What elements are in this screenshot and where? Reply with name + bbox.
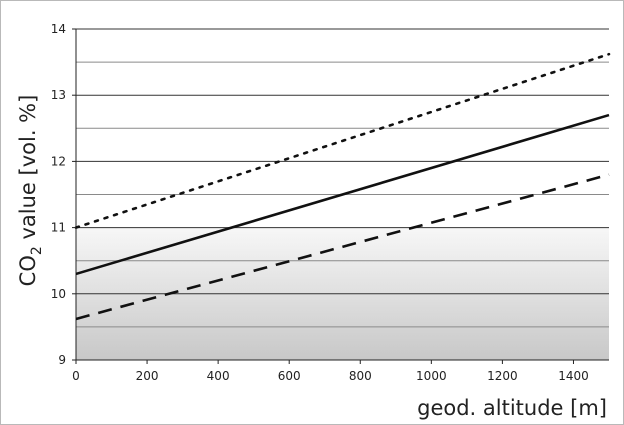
y-title-prefix: CO (16, 255, 40, 286)
x-tick-label: 1200 (487, 369, 518, 383)
y-tick-label: 9 (58, 353, 66, 367)
x-tick-label: 0 (72, 369, 80, 383)
y-axis-title: CO2 value [vol. %] (16, 95, 45, 287)
y-tick-label: 13 (51, 88, 66, 102)
x-tick-label: 400 (207, 369, 230, 383)
x-tick-label: 800 (349, 369, 372, 383)
series-line-solid (75, 113, 610, 276)
y-tick-label: 10 (51, 287, 66, 301)
y-title-suffix: value [vol. %] (16, 95, 40, 247)
series-line-dashed (75, 173, 610, 321)
x-axis-title: geod. altitude [m] (417, 396, 607, 420)
y-tick-label: 11 (51, 221, 66, 235)
x-tick-label: 1000 (416, 369, 447, 383)
y-tick-label: 12 (51, 154, 66, 168)
x-tick-label: 600 (278, 369, 301, 383)
series-line-dotted (74, 52, 611, 229)
x-tick-label: 1400 (558, 369, 589, 383)
x-tick-label: 200 (136, 369, 159, 383)
y-title-subscript: 2 (29, 246, 45, 255)
y-tick-label: 14 (51, 22, 66, 36)
